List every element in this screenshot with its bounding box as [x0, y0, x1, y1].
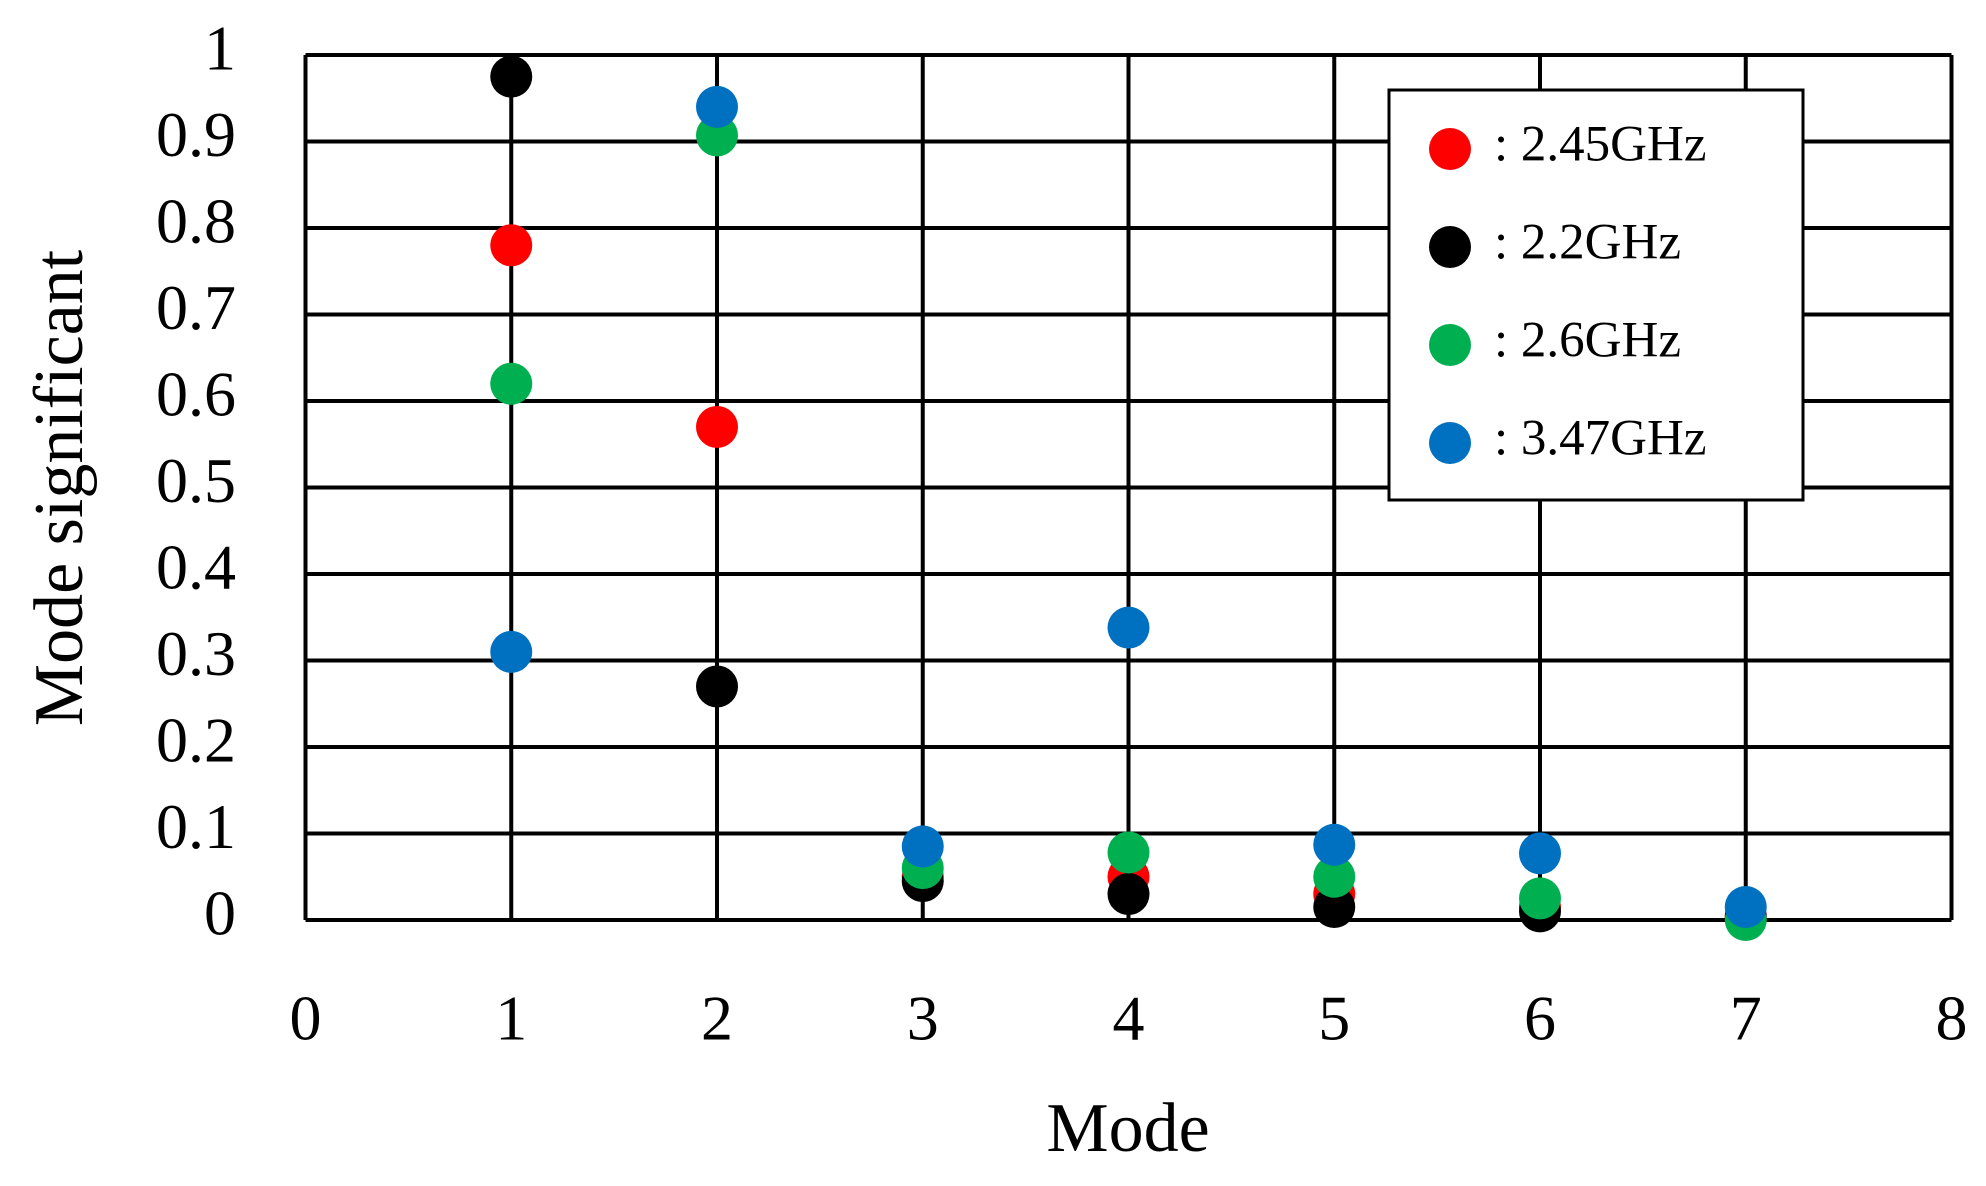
data-point — [1107, 873, 1150, 916]
data-point — [490, 630, 533, 673]
data-point — [1313, 855, 1356, 898]
legend: : 2.45GHz : 2.2GHz : 2.6GHz : 3.47GHz — [1387, 88, 1805, 502]
data-point — [901, 825, 944, 868]
x-tick-label: 4 — [1113, 983, 1145, 1054]
data-point — [1107, 606, 1150, 649]
x-tick-label: 5 — [1318, 983, 1350, 1054]
legend-label: : 3.47GHz — [1494, 411, 1706, 467]
data-point — [696, 665, 738, 708]
data-point — [696, 85, 738, 128]
y-tick-label: 0.9 — [156, 99, 236, 170]
legend-marker — [1429, 226, 1471, 268]
x-tick-label: 6 — [1524, 983, 1556, 1054]
y-axis-label: Mode significant — [21, 249, 98, 726]
y-tick-label: 0.3 — [156, 618, 236, 689]
y-tick-label: 0.5 — [156, 445, 236, 516]
data-point — [1519, 832, 1561, 875]
x-tick-label: 1 — [495, 983, 527, 1054]
legend-marker — [1429, 324, 1471, 366]
y-tick-label: 0.1 — [156, 791, 236, 862]
data-point — [490, 55, 533, 98]
x-tick-label: 3 — [907, 983, 939, 1054]
x-tick-label: 8 — [1936, 983, 1968, 1054]
data-point — [696, 405, 738, 448]
data-point — [490, 362, 533, 405]
x-tick-label: 2 — [701, 983, 733, 1054]
y-tick-label: 0.6 — [156, 359, 236, 430]
x-tick-label: 0 — [290, 983, 322, 1054]
data-point — [1313, 823, 1356, 866]
data-point — [1724, 886, 1767, 929]
y-tick-label: 0.7 — [156, 272, 236, 343]
legend-marker — [1429, 422, 1471, 464]
y-tick-label: 0.8 — [156, 186, 236, 257]
x-axis-label: Mode — [1046, 1090, 1209, 1167]
legend-label: : 2.6GHz — [1494, 313, 1681, 369]
legend-marker — [1429, 128, 1471, 170]
data-point — [1519, 877, 1561, 920]
data-point — [1313, 886, 1356, 929]
y-tick-label: 0.2 — [156, 705, 236, 776]
data-point — [1107, 831, 1150, 874]
y-tick-label: 0.4 — [156, 532, 236, 603]
y-tick-label: 0 — [204, 878, 236, 949]
legend-label: : 2.2GHz — [1494, 215, 1681, 271]
data-point — [490, 224, 533, 267]
x-tick-label: 7 — [1730, 983, 1762, 1054]
legend-label: : 2.45GHz — [1494, 117, 1706, 173]
y-tick-label: 1 — [204, 13, 236, 84]
